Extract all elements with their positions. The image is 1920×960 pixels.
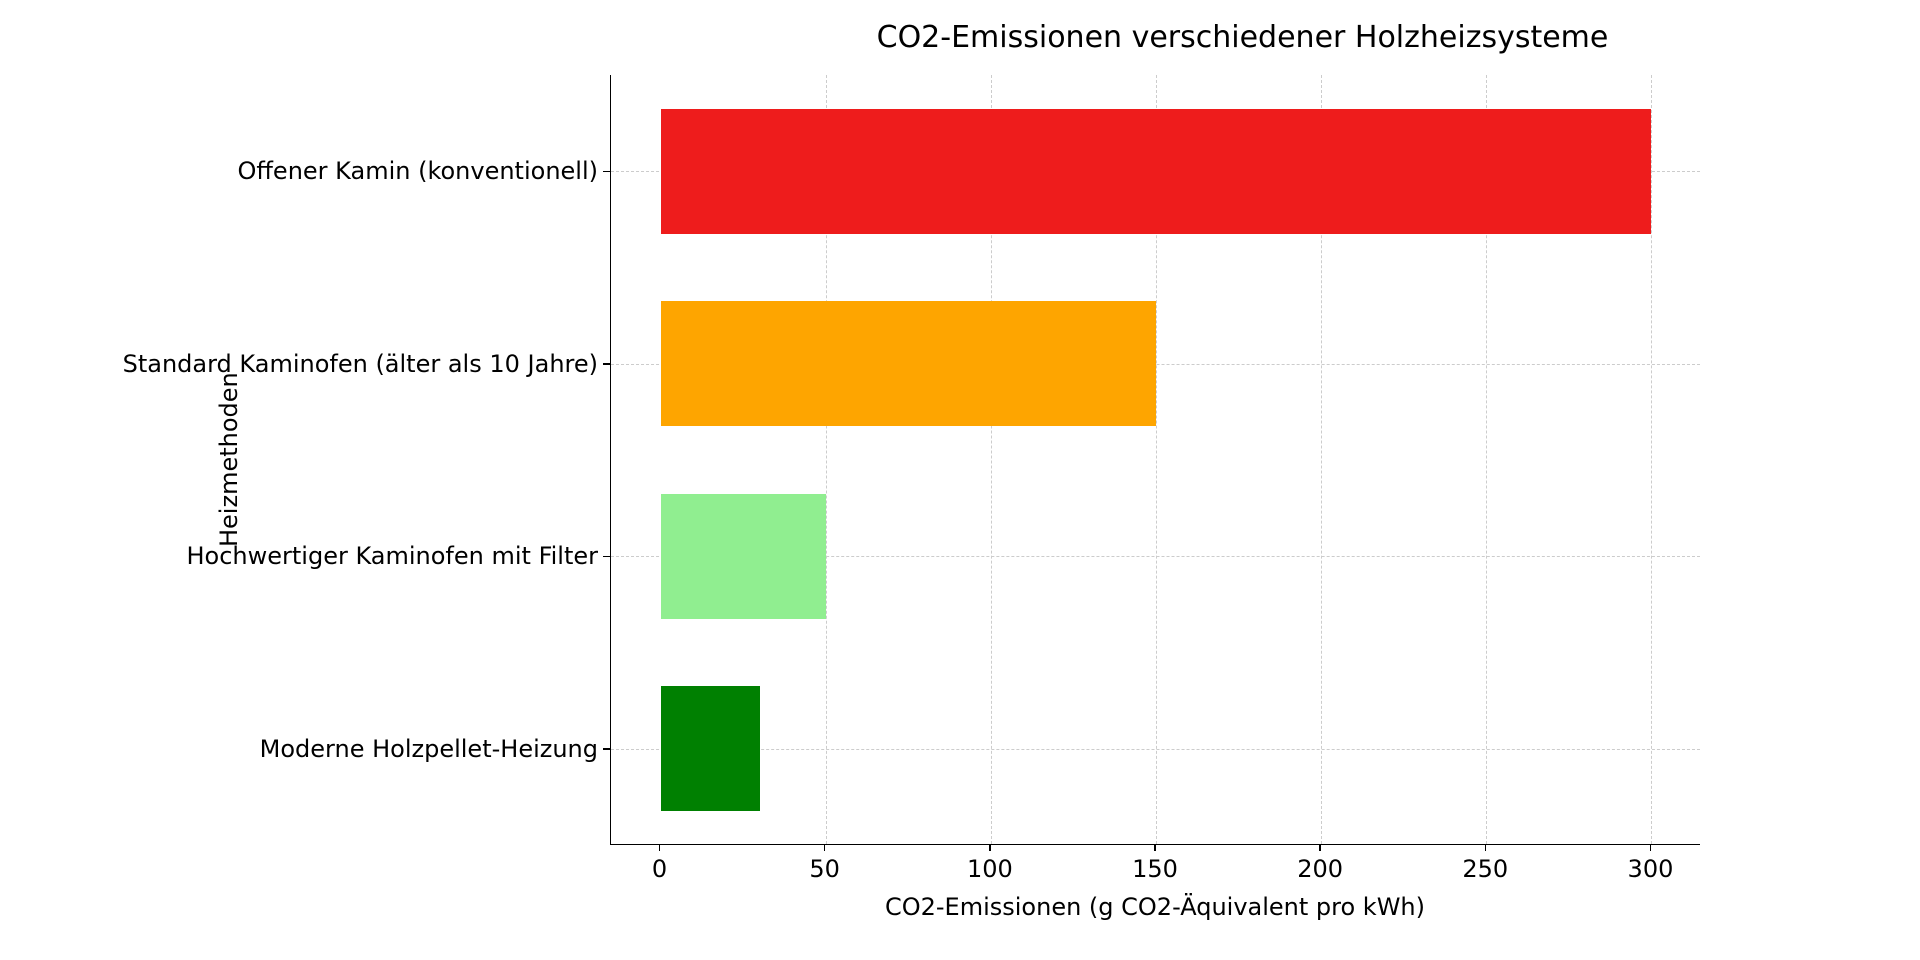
y-tick-label: Moderne Holzpellet-Heizung [260, 735, 598, 763]
x-tick-label: 100 [967, 855, 1013, 883]
y-tick-mark [603, 363, 610, 365]
bar [661, 494, 826, 619]
bar [661, 301, 1156, 426]
bar [661, 109, 1652, 234]
x-tick-mark [1485, 845, 1487, 851]
y-tick-mark [603, 748, 610, 750]
x-tick-mark [1650, 845, 1652, 851]
y-tick-label: Offener Kamin (konventionell) [238, 157, 599, 185]
plot-area [610, 75, 1700, 845]
x-tick-mark [989, 845, 991, 851]
chart-container: CO2-Emissionen verschiedener Holzheizsys… [245, 20, 1875, 940]
x-axis-label: CO2-Emissionen (g CO2-Äquivalent pro kWh… [610, 893, 1700, 921]
x-tick-mark [659, 845, 661, 851]
y-tick-label: Hochwertiger Kaminofen mit Filter [186, 542, 598, 570]
grid-line-horizontal [611, 749, 1700, 750]
bar [661, 686, 760, 811]
x-tick-mark [1319, 845, 1321, 851]
x-tick-label: 300 [1628, 855, 1674, 883]
x-tick-label: 0 [652, 855, 667, 883]
chart-title: CO2-Emissionen verschiedener Holzheizsys… [610, 20, 1875, 55]
y-tick-label: Standard Kaminofen (älter als 10 Jahre) [123, 350, 598, 378]
x-tick-label: 150 [1132, 855, 1178, 883]
x-tick-mark [1154, 845, 1156, 851]
x-tick-label: 50 [809, 855, 840, 883]
x-tick-label: 250 [1462, 855, 1508, 883]
x-tick-mark [824, 845, 826, 851]
y-tick-mark [603, 171, 610, 173]
y-tick-mark [603, 556, 610, 558]
y-axis-label: Heizmethoden [215, 75, 243, 845]
x-tick-label: 200 [1297, 855, 1343, 883]
grid-line-vertical [1651, 75, 1652, 844]
